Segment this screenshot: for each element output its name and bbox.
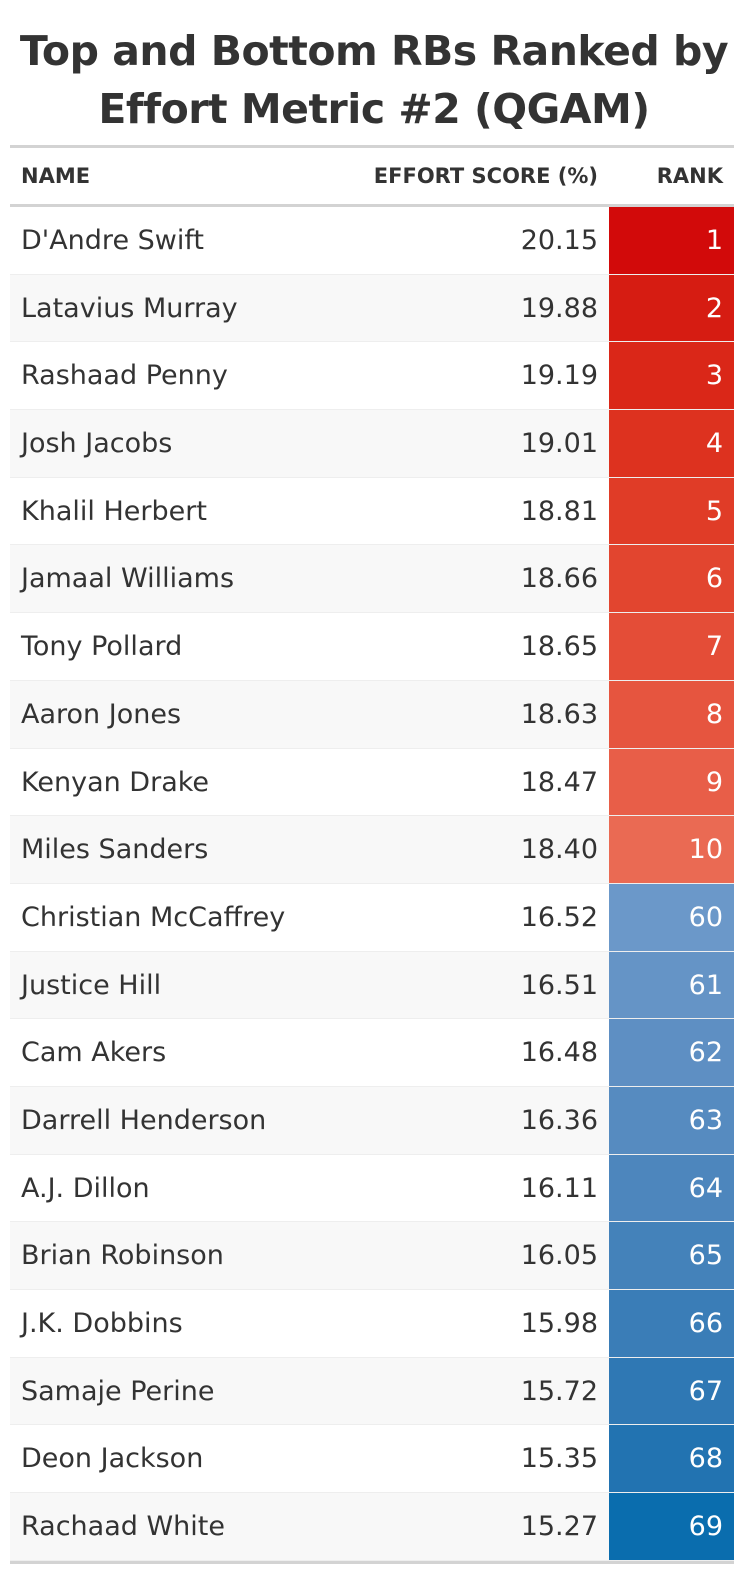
table-row: Christian McCaffrey 16.52 60 (10, 883, 734, 952)
rank-cell: 65 (609, 1222, 734, 1289)
player-name-cell: Darrell Henderson (21, 1104, 267, 1136)
effort-score-cell: 15.27 (520, 1511, 598, 1543)
effort-score-cell: 18.40 (520, 834, 598, 866)
rank-cell: 67 (609, 1357, 734, 1425)
player-name-cell: A.J. Dillon (21, 1172, 150, 1204)
table-row: Brian Robinson 16.05 65 (10, 1222, 734, 1290)
table-row: Darrell Henderson 16.36 63 (10, 1086, 734, 1155)
table-row: J.K. Dobbins 15.98 66 (10, 1290, 734, 1358)
player-name-cell: Deon Jackson (21, 1443, 204, 1475)
player-name-cell: Josh Jacobs (21, 428, 173, 460)
effort-score-cell: 18.66 (520, 563, 598, 595)
table-row: Rachaad White 15.27 69 (10, 1493, 734, 1561)
table-header: NAME EFFORT SCORE (%) RANK (10, 148, 734, 207)
player-name-cell: J.K. Dobbins (21, 1308, 183, 1339)
effort-score-cell: 20.15 (520, 225, 598, 256)
chart-title-line-1: Top and Bottom RBs Ranked by Effort Metri… (19, 27, 729, 133)
effort-score-cell: 16.52 (520, 901, 598, 933)
effort-score-cell: 19.01 (520, 428, 598, 460)
table-row: Jamaal Williams 18.66 6 (10, 545, 734, 614)
player-name-cell: Cam Akers (21, 1037, 167, 1069)
player-name-cell: Jamaal Williams (21, 563, 235, 595)
table-row: Tony Pollard 18.65 7 (10, 613, 734, 681)
player-name-cell: Samaje Perine (21, 1375, 215, 1407)
table-row: Justice Hill 16.51 61 (10, 951, 734, 1020)
table-row: D'Andre Swift 20.15 1 (10, 207, 734, 275)
rank-cell: 7 (609, 613, 734, 680)
effort-score-cell: 19.88 (520, 292, 598, 324)
player-name-cell: Christian McCaffrey (21, 901, 286, 933)
table-row: Miles Sanders 18.40 10 (10, 816, 734, 884)
rank-cell: 69 (609, 1493, 734, 1560)
player-name-cell: Latavius Murray (21, 292, 238, 324)
table-row: Cam Akers 16.48 62 (10, 1019, 734, 1087)
chart-title: Top and Bottom RBs Ranked by Effort Metri… (0, 22, 748, 138)
effort-score-cell: 15.35 (520, 1443, 598, 1475)
rank-cell: 10 (609, 816, 734, 883)
rank-cell: 5 (609, 477, 734, 545)
rank-cell: 6 (609, 545, 734, 613)
rank-cell: 3 (609, 342, 734, 410)
rank-cell: 66 (609, 1290, 734, 1357)
rank-cell: 4 (609, 410, 734, 477)
column-header-rank: RANK (656, 164, 723, 188)
table-top-rule (10, 145, 734, 148)
player-name-cell: Aaron Jones (21, 698, 182, 730)
column-header-effort-score: EFFORT SCORE (%) (373, 164, 598, 188)
column-header-name: NAME (21, 164, 91, 188)
rank-cell: 62 (609, 1019, 734, 1086)
rank-cell: 68 (609, 1425, 734, 1493)
rank-cell: 2 (609, 274, 734, 342)
ranking-table: NAME EFFORT SCORE (%) RANK D'Andre Swift… (10, 145, 734, 1564)
rank-cell: 64 (609, 1154, 734, 1222)
table-row: Khalil Herbert 18.81 5 (10, 477, 734, 546)
table-row: Rashaad Penny 19.19 3 (10, 342, 734, 411)
effort-score-cell: 18.47 (520, 766, 598, 798)
effort-score-cell: 16.11 (520, 1172, 598, 1204)
table-row: Samaje Perine 15.72 67 (10, 1357, 734, 1426)
effort-score-cell: 18.63 (520, 698, 598, 730)
table-row: Aaron Jones 18.63 8 (10, 680, 734, 749)
effort-score-cell: 19.19 (520, 360, 598, 392)
table-row: Deon Jackson 15.35 68 (10, 1425, 734, 1494)
rank-cell: 8 (609, 680, 734, 748)
rank-cell: 1 (609, 207, 734, 274)
table-bottom-rule (10, 1560, 734, 1564)
player-name-cell: Justice Hill (21, 969, 162, 1001)
table-row: Kenyan Drake 18.47 9 (10, 748, 734, 817)
effort-score-cell: 18.81 (520, 495, 598, 527)
rank-cell: 63 (609, 1086, 734, 1154)
rank-cell: 9 (609, 748, 734, 816)
player-name-cell: Rashaad Penny (21, 360, 228, 392)
table-row: A.J. Dillon 16.11 64 (10, 1154, 734, 1223)
effort-score-cell: 15.98 (520, 1308, 598, 1339)
player-name-cell: D'Andre Swift (21, 225, 204, 256)
effort-score-cell: 18.65 (520, 631, 598, 663)
player-name-cell: Kenyan Drake (21, 766, 210, 798)
player-name-cell: Rachaad White (21, 1511, 225, 1543)
effort-score-cell: 15.72 (520, 1375, 598, 1407)
player-name-cell: Miles Sanders (21, 834, 209, 866)
rank-cell: 60 (609, 883, 734, 951)
table-body: D'Andre Swift 20.15 1 Latavius Murray 19.88 2… (10, 207, 734, 1561)
table-row: Josh Jacobs 19.01 4 (10, 410, 734, 478)
effort-score-cell: 16.51 (520, 969, 598, 1001)
effort-score-cell: 16.36 (520, 1104, 598, 1136)
rank-cell: 61 (609, 951, 734, 1019)
effort-score-cell: 16.05 (520, 1240, 598, 1272)
player-name-cell: Khalil Herbert (21, 495, 207, 527)
table-row: Latavius Murray 19.88 2 (10, 274, 734, 343)
player-name-cell: Tony Pollard (21, 631, 183, 663)
effort-score-cell: 16.48 (520, 1037, 598, 1069)
player-name-cell: Brian Robinson (21, 1240, 224, 1272)
